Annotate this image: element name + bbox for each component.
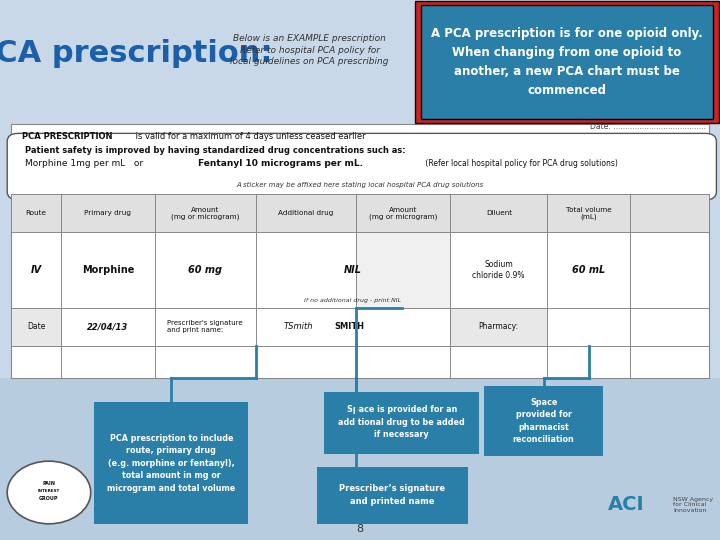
Text: A sticker may be affixed here stating local hospital PCA drug solutions: A sticker may be affixed here stating lo… [236,181,484,188]
FancyBboxPatch shape [484,386,603,456]
Text: Date: Date [27,322,45,331]
FancyBboxPatch shape [11,124,709,378]
Text: TSmith: TSmith [284,322,313,331]
FancyBboxPatch shape [11,194,709,232]
Text: NSW Agency
for Clinical
Innovation: NSW Agency for Clinical Innovation [673,497,714,513]
Text: Prescriber’s signature
and printed name: Prescriber’s signature and printed name [339,484,446,506]
Text: PCA prescription:: PCA prescription: [0,39,272,69]
Text: A PCA prescription is for one opioid only.
When changing from one opioid to
anot: A PCA prescription is for one opioid onl… [431,27,703,97]
FancyBboxPatch shape [0,378,720,540]
Text: 60 mL: 60 mL [572,265,606,275]
Text: GROUP: GROUP [39,496,59,501]
Text: local guidelines on PCA prescribing: local guidelines on PCA prescribing [230,57,389,66]
FancyBboxPatch shape [11,308,61,346]
Text: Amount
(mg or microgram): Amount (mg or microgram) [369,206,437,220]
FancyBboxPatch shape [421,5,713,119]
FancyBboxPatch shape [7,133,716,200]
Text: INTEREST: INTEREST [38,489,60,494]
FancyBboxPatch shape [94,402,248,524]
Text: Diluent: Diluent [486,210,512,217]
Circle shape [7,461,91,524]
Text: Route: Route [25,210,47,217]
Text: ACI: ACI [608,495,644,515]
Text: Total volume
(mL): Total volume (mL) [566,206,612,220]
Text: Date: .......................................: Date: ..................................… [590,122,706,131]
Text: IV: IV [30,265,42,275]
Text: Fentanyl 10 micrograms per mL.: Fentanyl 10 micrograms per mL. [198,159,363,168]
Text: is valid for a maximum of 4 days unless ceased earlier: is valid for a maximum of 4 days unless … [133,132,366,140]
Text: Space is provided for an
additional drug to be added
if necessary: Space is provided for an additional drug… [338,406,465,439]
Text: PAIN: PAIN [42,481,55,486]
Text: Morphine 1mg per mL   or: Morphine 1mg per mL or [25,159,152,168]
Text: 8: 8 [356,523,364,534]
Text: Prescriber's signature
and print name:: Prescriber's signature and print name: [167,320,243,333]
FancyBboxPatch shape [356,232,450,308]
FancyBboxPatch shape [317,467,468,524]
Text: Pharmacy:: Pharmacy: [479,322,518,331]
Text: PCA prescription to include
route, primary drug
(e.g. morphine or fentanyl),
tot: PCA prescription to include route, prima… [107,434,235,493]
Text: 22/04/13: 22/04/13 [87,322,129,331]
FancyBboxPatch shape [415,1,719,123]
Text: (Refer local hospital policy for PCA drug solutions): (Refer local hospital policy for PCA dru… [423,159,618,168]
Text: If no additional drug - print NIL: If no additional drug - print NIL [305,298,401,303]
Text: PCA PRESCRIPTION: PCA PRESCRIPTION [22,132,112,140]
Text: Primary drug: Primary drug [84,210,132,217]
FancyBboxPatch shape [324,392,479,454]
Text: 60 mg: 60 mg [188,265,222,275]
Text: Additional drug: Additional drug [279,210,333,217]
Text: Refer to hospital PCA policy for: Refer to hospital PCA policy for [240,46,379,55]
Text: Patient safety is improved by having standardized drug concentrations such as:: Patient safety is improved by having sta… [25,146,406,154]
Text: SMITH: SMITH [334,322,364,331]
Text: Morphine: Morphine [82,265,134,275]
Text: Below is an EXAMPLE prescription: Below is an EXAMPLE prescription [233,35,386,43]
Text: Space
provided for
pharmacist
reconciliation: Space provided for pharmacist reconcilia… [513,398,575,444]
Text: NIL: NIL [344,265,362,275]
Text: Amount
(mg or microgram): Amount (mg or microgram) [171,206,239,220]
Text: Sodium
chloride 0.9%: Sodium chloride 0.9% [472,260,525,280]
FancyBboxPatch shape [450,308,547,346]
